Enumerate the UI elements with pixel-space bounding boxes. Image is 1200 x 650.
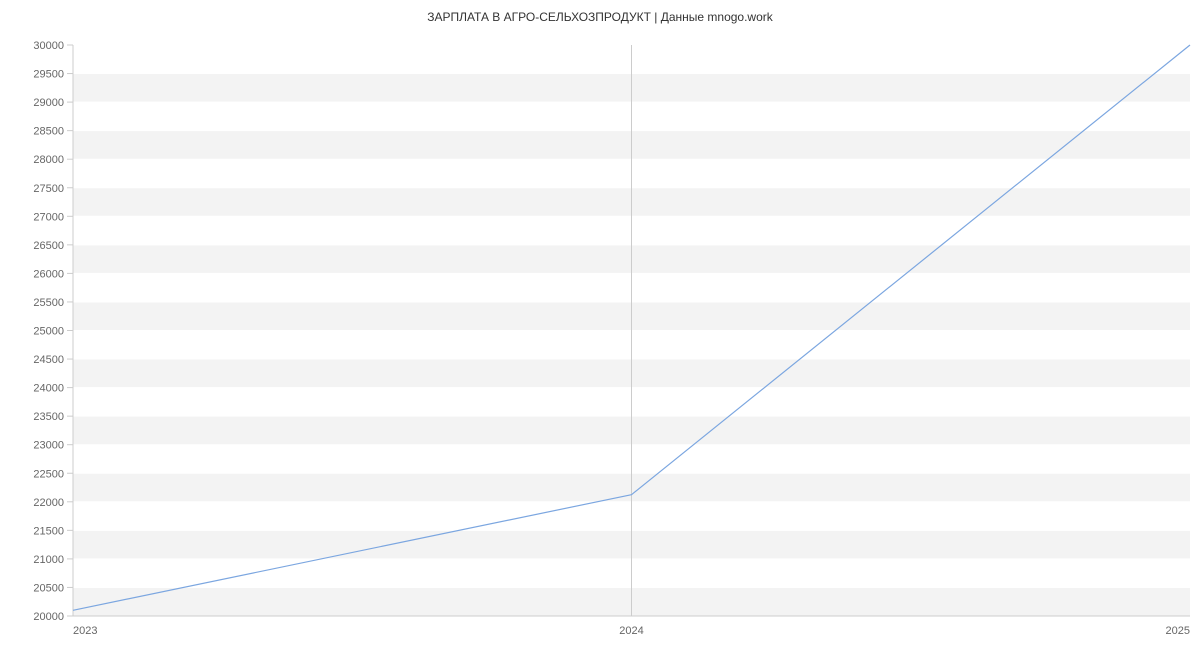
svg-text:2023: 2023 bbox=[73, 625, 97, 637]
svg-text:29000: 29000 bbox=[33, 97, 64, 109]
svg-text:24000: 24000 bbox=[33, 383, 64, 395]
svg-text:27000: 27000 bbox=[33, 211, 64, 223]
svg-text:20000: 20000 bbox=[33, 611, 64, 623]
svg-text:22500: 22500 bbox=[33, 468, 64, 480]
svg-text:27500: 27500 bbox=[33, 183, 64, 195]
svg-text:2024: 2024 bbox=[619, 625, 643, 637]
svg-text:28500: 28500 bbox=[33, 126, 64, 138]
svg-text:22000: 22000 bbox=[33, 497, 64, 509]
svg-text:21000: 21000 bbox=[33, 554, 64, 566]
svg-text:25000: 25000 bbox=[33, 326, 64, 338]
svg-text:26000: 26000 bbox=[33, 268, 64, 280]
chart-svg: 20000 20500 21000 21500 22000 22500 23000 23500… bbox=[0, 0, 1200, 650]
svg-text:21500: 21500 bbox=[33, 525, 64, 537]
svg-text:20500: 20500 bbox=[33, 582, 64, 594]
svg-text:23500: 23500 bbox=[33, 411, 64, 423]
svg-text:30000: 30000 bbox=[33, 40, 64, 52]
svg-text:2025: 2025 bbox=[1166, 625, 1190, 637]
svg-text:23000: 23000 bbox=[33, 440, 64, 452]
svg-text:24500: 24500 bbox=[33, 354, 64, 366]
svg-text:26500: 26500 bbox=[33, 240, 64, 252]
svg-text:28000: 28000 bbox=[33, 154, 64, 166]
salary-line-chart: ЗАРПЛАТА В АГРО-СЕЛЬХОЗПРОДУКТ | Данные … bbox=[0, 0, 1200, 650]
svg-text:25500: 25500 bbox=[33, 297, 64, 309]
svg-text:29500: 29500 bbox=[33, 69, 64, 81]
